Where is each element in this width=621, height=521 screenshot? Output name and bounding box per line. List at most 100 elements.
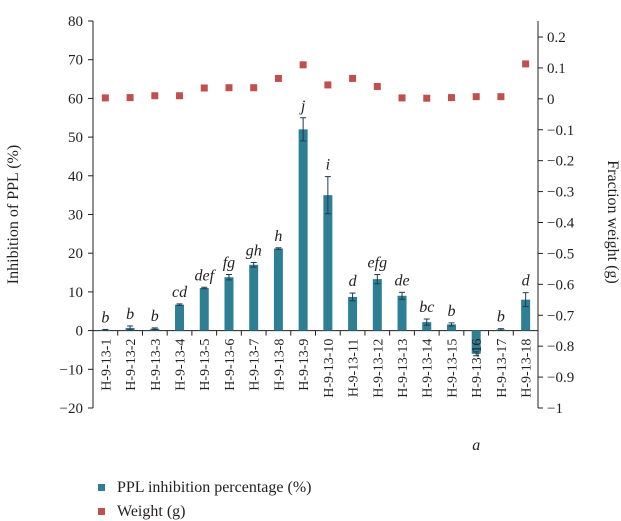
y-tick-label-right: −0.9 [547,370,574,386]
weight-point [423,94,431,102]
bar [471,330,481,354]
y-tick-label-left: 30 [68,208,83,224]
significance-label: b [126,306,134,323]
bar [298,129,308,331]
weight-point [398,94,406,102]
weight-point [497,93,505,101]
y-tick-label-right: −0.5 [547,246,574,262]
weight-point [101,94,109,102]
y-tick-label-right: −0.1 [547,123,574,139]
significance-label: b [151,308,159,325]
y-tick-label-right: −0.2 [547,154,574,170]
bar [348,296,358,331]
y-axis-title-right: Fraction weight (g) [604,160,621,284]
weight-point [324,81,332,89]
significance-label: i [326,157,330,174]
category-label: H-9-13-17 [495,339,510,398]
y-tick-label-left: 60 [68,91,83,107]
bar [175,304,185,331]
category-label: H-9-13-14 [421,339,436,398]
weight-point [176,92,184,100]
y-tick-label-left: 50 [68,130,83,146]
significance-label: h [274,228,282,245]
bar [224,277,234,331]
bar [521,299,531,331]
significance-label: def [194,267,216,284]
weight-point [200,84,208,92]
bar [323,195,333,331]
legend-label-weight: Weight (g) [117,503,185,520]
category-label: H-9-13-4 [174,339,189,391]
y-tick-label-right: 0.1 [547,61,566,77]
y-tick-label-right: −0.7 [547,308,575,324]
significance-label: b [447,303,455,320]
y-tick-label-left: 20 [68,246,83,262]
category-label: H-9-13-10 [322,339,337,398]
weight-point [522,60,530,68]
bar [422,322,432,331]
y-tick-label-left: 0 [76,324,84,340]
significance-label: b [497,309,505,326]
y-tick-label-left: 80 [68,14,83,30]
y-tick-label-right: −0.4 [547,216,575,232]
y-tick-label-right: −0.6 [547,277,575,293]
category-label: H-9-13-2 [124,339,139,391]
weight-point [274,74,282,82]
weight-point [373,82,381,90]
significance-label: j [299,98,306,115]
bar [372,279,382,331]
category-label: H-9-13-16 [470,339,485,398]
weight-point [299,61,307,69]
category-label: H-9-13-15 [445,339,460,398]
y-tick-label-right: −0.3 [547,185,574,201]
weight-point [472,93,480,101]
legend-marker-weight [98,508,105,515]
category-label: H-9-13-9 [297,339,312,391]
weight-point [349,74,357,82]
category-label: H-9-13-13 [396,339,411,398]
y-tick-label-right: 0.2 [547,30,566,46]
weight-point [250,84,258,92]
significance-label: cd [172,284,188,301]
significance-label: b [101,309,109,326]
weight-point [225,84,233,92]
significance-label: a [472,437,480,454]
significance-label: efg [368,254,388,271]
bar [397,295,407,331]
category-label: H-9-13-8 [272,339,287,391]
significance-label: fg [223,254,235,271]
y-tick-label-left: −20 [60,401,83,417]
y-tick-label-right: 0 [547,92,555,108]
category-label: H-9-13-11 [347,339,362,398]
category-label: H-9-13-6 [223,339,238,391]
significance-label: bc [419,299,434,316]
y-tick-label-right: −1 [547,401,563,417]
y-axis-title-left: Inhibition of PPL (%) [5,145,22,284]
y-tick-label-left: −10 [60,362,83,378]
bar [446,324,456,331]
y-tick-label-left: 10 [68,285,83,301]
weight-point [447,94,455,102]
significance-label: d [522,273,531,290]
legend-marker-bars [98,484,105,491]
y-tick-label-left: 40 [68,169,83,185]
category-label: H-9-13-18 [520,339,535,398]
weight-point [126,94,134,102]
category-label: H-9-13-3 [149,339,164,391]
significance-label: de [394,272,409,289]
y-tick-label-left: 70 [68,53,83,69]
bar [273,248,283,331]
bar [249,264,259,331]
significance-label: gh [246,242,262,259]
category-label: H-9-13-1 [99,339,114,391]
y-tick-label-right: −0.8 [547,339,574,355]
category-label: H-9-13-12 [371,339,386,398]
category-label: H-9-13-5 [198,339,213,391]
weight-point [151,92,159,100]
legend-label-bars: PPL inhibition percentage (%) [117,479,311,496]
category-label: H-9-13-7 [248,339,263,391]
bar [199,288,209,331]
significance-label: d [349,273,358,290]
